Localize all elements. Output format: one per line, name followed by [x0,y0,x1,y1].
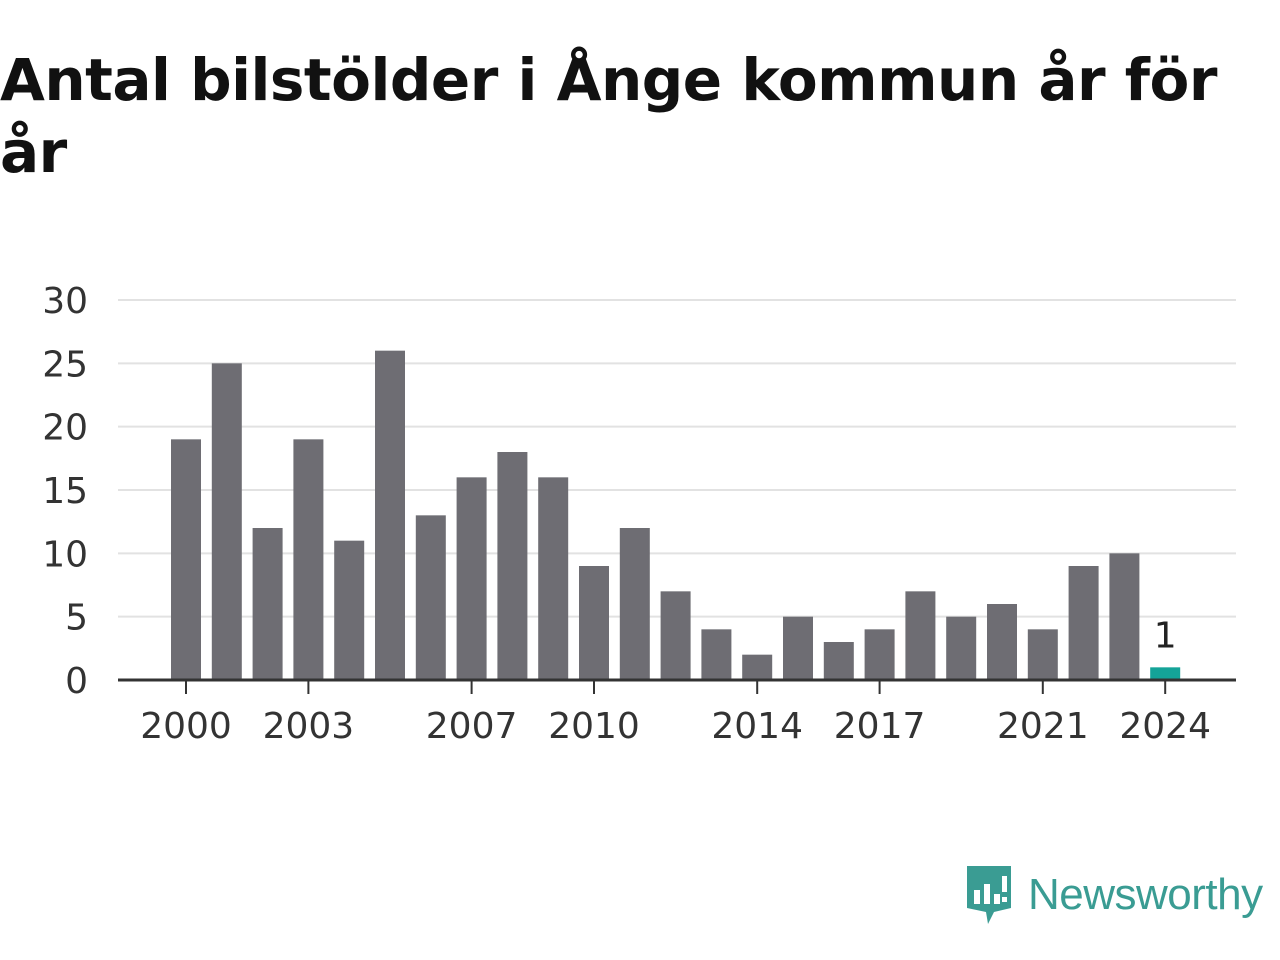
bar-2002 [252,528,283,680]
bar-2013 [701,629,732,680]
brand-name: Newsworthy [1028,870,1263,919]
y-axis-ticks: 0 5 10 15 20 25 30 [42,281,88,702]
bar-2005 [375,350,405,680]
grid-lines [118,299,1236,618]
bar-2009 [538,477,569,680]
bar-2003 [293,439,324,680]
data-labels: 1 [1154,615,1177,656]
x-tick-label: 2003 [263,706,355,747]
y-tick-label: 30 [42,281,88,322]
bar-2021 [1027,629,1058,680]
bar-2006 [415,515,446,680]
bar-2019 [946,616,977,680]
y-tick-label: 15 [42,471,88,512]
bar-2017 [864,629,895,680]
chart-title: Antal bilstölder i Ånge kommun år för år [0,46,1217,186]
newsworthy-logo-icon [967,866,1011,924]
bar-2014 [742,654,773,680]
bar-2023 [1109,553,1140,680]
x-tick-label: 2024 [1119,706,1211,747]
bar-2018 [905,591,936,680]
bars [171,350,1181,680]
bar-2022 [1068,566,1099,680]
x-tick-label: 2014 [711,706,803,747]
bar-2016 [823,642,854,680]
y-tick-label: 5 [65,598,88,639]
bar-2024 [1150,667,1181,680]
y-tick-label: 0 [65,661,88,702]
x-tick-label: 2010 [548,706,640,747]
y-tick-label: 20 [42,408,88,449]
bar-2020 [987,604,1017,680]
bar-2015 [783,616,813,680]
bar-2008 [497,452,528,680]
x-tick-label: 2021 [997,706,1089,747]
bar-2012 [660,591,691,680]
x-tick-label: 2007 [426,706,518,747]
x-tick-label: 2017 [834,706,926,747]
data-label-2024: 1 [1154,615,1177,656]
y-tick-label: 10 [42,534,88,575]
brand-logo: Newsworthy [964,862,1263,928]
bar-2010 [579,566,609,680]
y-tick-label: 25 [42,344,88,385]
x-axis-ticks: 2000 2003 2007 2010 2014 2017 2021 2024 [140,680,1211,747]
bar-2000 [171,439,201,680]
x-tick-label: 2000 [140,706,232,747]
bar-2004 [334,540,365,680]
bar-2001 [211,363,242,680]
bar-2011 [619,528,650,680]
bar-2007 [456,477,487,680]
